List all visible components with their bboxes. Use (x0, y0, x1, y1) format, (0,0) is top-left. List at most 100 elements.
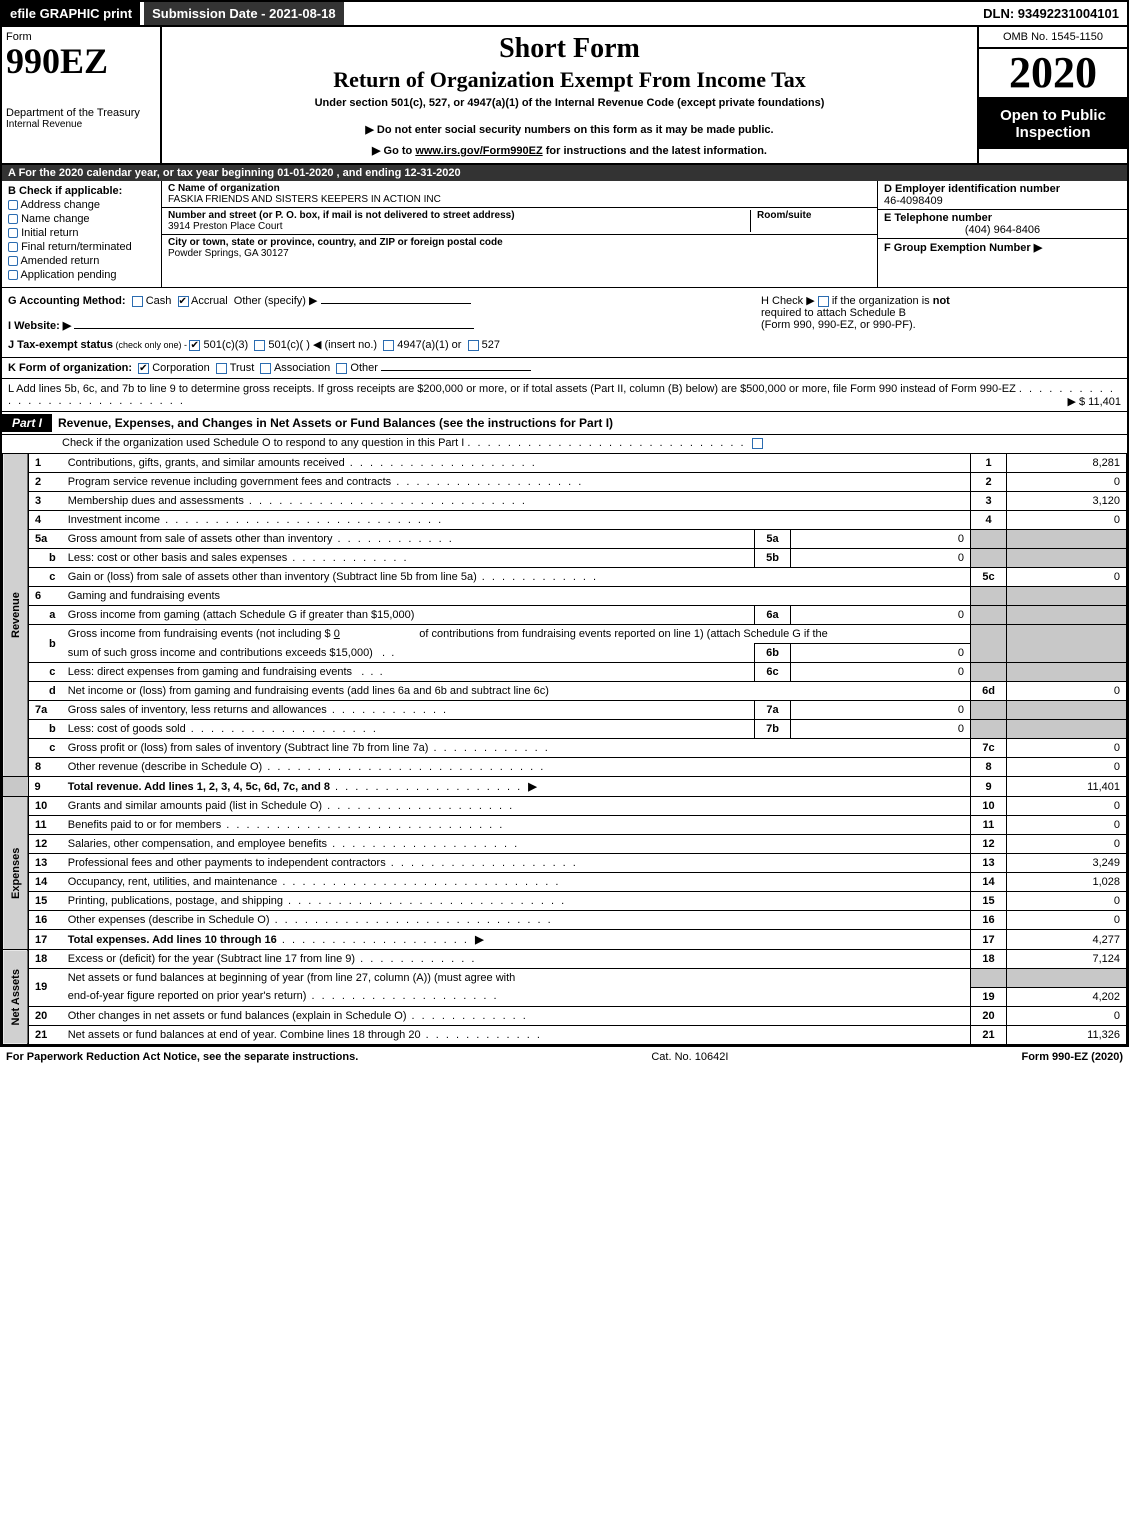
checkbox-schedule-o[interactable] (752, 438, 763, 449)
row-colnum: 11 (971, 816, 1007, 835)
form-number: 990EZ (6, 43, 156, 79)
inline-boxval: 0 (791, 720, 971, 739)
table-row: Revenue 1 Contributions, gifts, grants, … (3, 454, 1127, 473)
row-value: 11,326 (1007, 1025, 1127, 1044)
goto-suffix: for instructions and the latest informat… (543, 145, 767, 157)
row-num: 12 (28, 835, 62, 854)
table-row: 13 Professional fees and other payments … (3, 854, 1127, 873)
grey-cell (1007, 587, 1127, 606)
section-def: D Employer identification number 46-4098… (877, 181, 1127, 287)
checkbox-accrual[interactable] (178, 296, 189, 307)
efile-label: efile (10, 6, 36, 21)
table-row: 14 Occupancy, rent, utilities, and maint… (3, 873, 1127, 892)
table-row: c Gross profit or (loss) from sales of i… (3, 739, 1127, 758)
checkbox-527[interactable] (468, 340, 479, 351)
dots-icon (477, 571, 598, 583)
grey-cell (1007, 530, 1127, 549)
desc-text: Less: direct expenses from gaming and fu… (68, 666, 352, 678)
row-desc: Printing, publications, postage, and shi… (62, 892, 971, 911)
chk-address-change[interactable]: Address change (8, 199, 155, 211)
checkbox-assoc[interactable] (260, 363, 271, 374)
chk-initial-return[interactable]: Initial return (8, 227, 155, 239)
department-label: Department of the Treasury (6, 107, 156, 119)
part-i-title: Revenue, Expenses, and Changes in Net As… (52, 412, 619, 434)
desc-text: Less: cost or other basis and sales expe… (68, 552, 288, 564)
row-value: 0 (1007, 797, 1127, 816)
row-desc: Other changes in net assets or fund bala… (62, 1006, 971, 1025)
line-k-label: K Form of organization: (8, 362, 132, 374)
section-c: C Name of organization FASKIA FRIENDS AN… (162, 181, 877, 287)
row-colnum: 16 (971, 911, 1007, 930)
chk-amended-return[interactable]: Amended return (8, 255, 155, 267)
grey-cell (971, 663, 1007, 682)
other-label: Other (specify) ▶ (234, 295, 318, 307)
desc-text: of contributions from fundraising events… (419, 628, 827, 640)
table-row: 12 Salaries, other compensation, and emp… (3, 835, 1127, 854)
efile-graphic-print-button[interactable]: efile GRAPHIC print (2, 2, 140, 25)
other-specify-input[interactable] (321, 303, 471, 304)
row-value: 0 (1007, 835, 1127, 854)
row-desc: Total expenses. Add lines 10 through 16 … (62, 930, 971, 950)
row-num: 2 (28, 473, 62, 492)
line-i-label: I Website: ▶ (8, 320, 71, 332)
footer-right-form: 990-EZ (1052, 1051, 1088, 1063)
underline-val: 0 (334, 628, 340, 640)
irs-link[interactable]: www.irs.gov/Form990EZ (415, 145, 542, 157)
row-value: 7,124 (1007, 950, 1127, 969)
desc-text: end-of-year figure reported on prior yea… (68, 990, 307, 1002)
org-name-value: FASKIA FRIENDS AND SISTERS KEEPERS IN AC… (168, 194, 441, 205)
phone-value: (404) 964-8406 (884, 224, 1121, 236)
open-to-public-badge: Open to Public Inspection (979, 99, 1127, 149)
desc-text: Other expenses (describe in Schedule O) (68, 914, 270, 926)
grey-cell (1007, 663, 1127, 682)
dots-icon (244, 495, 527, 507)
section-e: E Telephone number (404) 964-8406 (878, 210, 1127, 239)
row-colnum: 7c (971, 739, 1007, 758)
checkbox-h[interactable] (818, 296, 829, 307)
row-value: 0 (1007, 739, 1127, 758)
row-desc: Membership dues and assessments (62, 492, 971, 511)
table-row: 11 Benefits paid to or for members 11 0 (3, 816, 1127, 835)
row-desc: Gross income from fundraising events (no… (62, 625, 971, 644)
table-row: 8 Other revenue (describe in Schedule O)… (3, 758, 1127, 777)
row-desc: Gross profit or (loss) from sales of inv… (62, 739, 971, 758)
info-block: B Check if applicable: Address change Na… (2, 181, 1127, 288)
row-num: b (28, 549, 62, 568)
desc-text: Membership dues and assessments (68, 495, 244, 507)
checkbox-icon (8, 228, 18, 238)
grey-cell (1007, 549, 1127, 568)
dots-icon (428, 742, 549, 754)
line-h-prefix: H Check ▶ (761, 295, 818, 307)
desc-text: Grants and similar amounts paid (list in… (68, 800, 322, 812)
checkbox-501c[interactable] (254, 340, 265, 351)
checkbox-corp[interactable] (138, 363, 149, 374)
table-row: 6 Gaming and fundraising events (3, 587, 1127, 606)
row-num: 7a (28, 701, 62, 720)
row-num: d (28, 682, 62, 701)
table-row: 3 Membership dues and assessments 3 3,12… (3, 492, 1127, 511)
row-desc: Net income or (loss) from gaming and fun… (62, 682, 971, 701)
row-num: 16 (28, 911, 62, 930)
grey-cell (971, 969, 1007, 988)
chk-name-change[interactable]: Name change (8, 213, 155, 225)
checkbox-cash[interactable] (132, 296, 143, 307)
checkbox-trust[interactable] (216, 363, 227, 374)
assoc-label: Association (274, 362, 330, 374)
grey-cell (1007, 701, 1127, 720)
row-num: c (28, 568, 62, 587)
checkbox-other-org[interactable] (336, 363, 347, 374)
checkbox-4947[interactable] (383, 340, 394, 351)
website-input[interactable] (74, 328, 474, 329)
row-desc: Less: cost or other basis and sales expe… (62, 549, 755, 568)
row-desc: Occupancy, rent, utilities, and maintena… (62, 873, 971, 892)
other-org-input[interactable] (381, 370, 531, 371)
checkbox-501c3[interactable] (189, 340, 200, 351)
row-desc: Other revenue (describe in Schedule O) (62, 758, 971, 777)
grey-cell (1007, 606, 1127, 625)
chk-final-return[interactable]: Final return/terminated (8, 241, 155, 253)
chk-application-pending[interactable]: Application pending (8, 269, 155, 281)
submission-date-badge: Submission Date - 2021-08-18 (144, 2, 344, 25)
row-num: 6 (28, 587, 62, 606)
grey-cell (1007, 969, 1127, 988)
table-row: 7a Gross sales of inventory, less return… (3, 701, 1127, 720)
